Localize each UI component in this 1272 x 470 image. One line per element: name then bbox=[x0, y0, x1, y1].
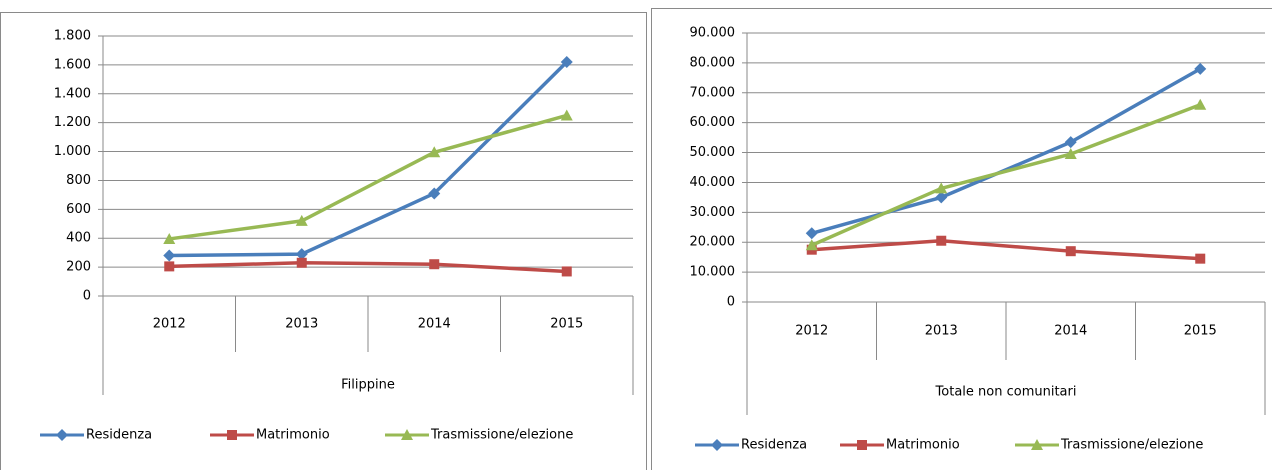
y-tick-label: 0 bbox=[727, 295, 735, 310]
marker-square bbox=[296, 257, 307, 268]
marker-diamond bbox=[428, 187, 441, 200]
marker-diamond bbox=[935, 191, 948, 204]
y-tick-label: 20.000 bbox=[690, 235, 736, 250]
marker-triangle bbox=[805, 239, 818, 251]
marker-square bbox=[857, 440, 867, 450]
marker-triangle bbox=[1194, 98, 1207, 110]
y-tick-label: 1.000 bbox=[54, 144, 91, 159]
marker-triangle bbox=[163, 232, 176, 244]
legend-label: Residenza bbox=[741, 438, 807, 453]
x-tick-label: 2014 bbox=[418, 317, 451, 332]
legend-label: Matrimonio bbox=[256, 428, 330, 443]
series-line bbox=[811, 238, 1201, 261]
x-tick-label: 2014 bbox=[1054, 324, 1087, 339]
marker-diamond bbox=[163, 249, 176, 262]
marker-square bbox=[1065, 246, 1076, 257]
marker-triangle bbox=[935, 182, 948, 194]
marker-diamond bbox=[560, 56, 573, 68]
marker-triangle bbox=[401, 429, 413, 440]
x-axis-label: Filippine bbox=[341, 378, 395, 393]
series-line bbox=[169, 60, 568, 258]
chart-frame bbox=[651, 8, 1272, 470]
y-tick-label: 40.000 bbox=[690, 175, 736, 190]
x-tick-label: 2013 bbox=[925, 324, 958, 339]
marker-triangle bbox=[1064, 148, 1077, 160]
marker-square bbox=[936, 235, 947, 246]
x-axis-label: Totale non comunitari bbox=[935, 385, 1077, 400]
y-tick-label: 200 bbox=[66, 260, 91, 275]
legend-label: Matrimonio bbox=[886, 438, 960, 453]
y-tick-label: 600 bbox=[66, 202, 91, 217]
y-tick-label: 1.400 bbox=[54, 86, 91, 101]
y-tick-label: 70.000 bbox=[690, 85, 736, 100]
legend-label: Trasmissione/elezione bbox=[1060, 438, 1203, 453]
marker-diamond bbox=[805, 227, 818, 240]
y-tick-label: 30.000 bbox=[690, 205, 736, 220]
y-tick-label: 60.000 bbox=[690, 115, 736, 130]
marker-square bbox=[1195, 253, 1206, 264]
marker-triangle bbox=[1031, 439, 1043, 450]
y-tick-label: 1.600 bbox=[54, 57, 91, 72]
y-tick-label: 400 bbox=[66, 231, 91, 246]
y-tick-label: 10.000 bbox=[690, 265, 736, 280]
series-line bbox=[169, 113, 568, 241]
series-line bbox=[811, 103, 1201, 247]
marker-square bbox=[227, 430, 237, 440]
y-tick-label: 800 bbox=[66, 173, 91, 188]
y-tick-label: 1.200 bbox=[54, 115, 91, 130]
marker-diamond bbox=[1064, 136, 1077, 149]
legend-label: Trasmissione/elezione bbox=[430, 428, 573, 443]
marker-diamond bbox=[295, 248, 308, 261]
marker-triangle bbox=[295, 214, 308, 226]
marker-triangle bbox=[428, 146, 441, 158]
y-tick-label: 1.800 bbox=[54, 29, 91, 44]
marker-square bbox=[429, 259, 440, 270]
marker-square bbox=[164, 261, 175, 272]
marker-triangle bbox=[560, 109, 573, 121]
marker-square bbox=[561, 266, 572, 277]
marker-diamond bbox=[56, 429, 68, 441]
y-tick-label: 0 bbox=[83, 289, 91, 304]
x-tick-label: 2013 bbox=[285, 317, 318, 332]
legend-label: Residenza bbox=[86, 428, 152, 443]
marker-diamond bbox=[1194, 62, 1207, 75]
y-tick-label: 80.000 bbox=[690, 55, 736, 70]
x-tick-label: 2015 bbox=[1184, 324, 1217, 339]
x-tick-label: 2012 bbox=[795, 324, 828, 339]
series-line bbox=[169, 261, 567, 274]
x-tick-label: 2012 bbox=[153, 317, 186, 332]
y-tick-label: 90.000 bbox=[690, 26, 736, 41]
y-tick-label: 50.000 bbox=[690, 145, 736, 160]
marker-diamond bbox=[711, 439, 723, 451]
x-tick-label: 2015 bbox=[550, 317, 583, 332]
